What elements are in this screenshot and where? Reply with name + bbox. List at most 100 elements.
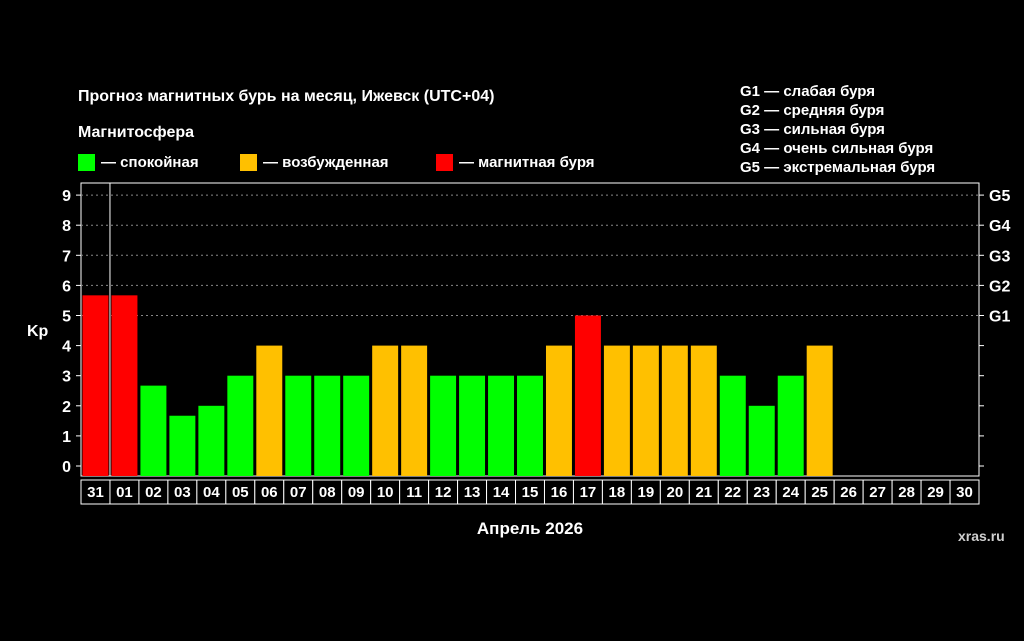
magnetosphere-label: Магнитосфера bbox=[78, 124, 195, 141]
watermark: xras.ru bbox=[958, 528, 1005, 544]
x-axis-label: Апрель 2026 bbox=[477, 519, 583, 538]
x-tick-label: 18 bbox=[609, 484, 626, 501]
y-tick-label: 1 bbox=[62, 429, 71, 446]
bar-05 bbox=[227, 375, 254, 476]
date-cell bbox=[399, 479, 430, 505]
x-tick-label: 29 bbox=[927, 484, 944, 501]
bar-09 bbox=[343, 375, 370, 476]
bar-31 bbox=[82, 295, 109, 476]
x-tick-label: 22 bbox=[724, 484, 741, 501]
x-tick-label: 01 bbox=[116, 484, 133, 501]
x-tick-label: 08 bbox=[319, 484, 336, 501]
x-tick-label: 19 bbox=[638, 484, 655, 501]
y-tick-label: 2 bbox=[62, 399, 71, 416]
legend-storm: — магнитная буря bbox=[436, 154, 595, 171]
x-tick-label: 25 bbox=[811, 484, 828, 501]
date-cell bbox=[457, 479, 488, 505]
x-tick-label: 10 bbox=[377, 484, 394, 501]
x-tick-label: 06 bbox=[261, 484, 278, 501]
g-key-g5: G5 — экстремальная буря bbox=[740, 159, 936, 176]
legend-quiet: — спокойная bbox=[78, 154, 199, 171]
y-tick-label: 3 bbox=[62, 369, 71, 386]
date-cell bbox=[891, 479, 922, 505]
date-cell bbox=[804, 479, 835, 505]
bar-11 bbox=[401, 345, 428, 476]
date-cell bbox=[486, 479, 517, 505]
date-cell bbox=[341, 479, 372, 505]
bar-04 bbox=[198, 405, 225, 476]
bar-07 bbox=[285, 375, 312, 476]
x-tick-label: 30 bbox=[956, 484, 973, 501]
g-level-label: G3 bbox=[989, 248, 1010, 265]
x-tick-label: 17 bbox=[580, 484, 597, 501]
bar-25 bbox=[806, 345, 833, 476]
legend-active-swatch bbox=[240, 154, 257, 171]
date-cell bbox=[833, 479, 864, 505]
date-cell bbox=[428, 479, 459, 505]
g-level-label: G4 bbox=[989, 218, 1010, 235]
bar-23 bbox=[748, 405, 775, 476]
bar-01 bbox=[111, 295, 138, 476]
bar-18 bbox=[603, 345, 630, 476]
x-tick-label: 28 bbox=[898, 484, 915, 501]
x-tick-label: 24 bbox=[782, 484, 799, 501]
bar-17 bbox=[574, 315, 601, 476]
x-tick-label: 05 bbox=[232, 484, 249, 501]
y-tick-label: 0 bbox=[62, 459, 71, 476]
x-tick-label: 12 bbox=[435, 484, 452, 501]
bar-21 bbox=[690, 345, 717, 476]
y-tick-label: 9 bbox=[62, 188, 71, 205]
date-cell bbox=[659, 479, 690, 505]
bar-03 bbox=[169, 415, 196, 476]
bar-08 bbox=[314, 375, 341, 476]
date-cell bbox=[225, 479, 256, 505]
x-tick-label: 31 bbox=[87, 484, 104, 501]
legend-quiet-swatch bbox=[78, 154, 95, 171]
date-cell bbox=[601, 479, 632, 505]
date-cell bbox=[630, 479, 661, 505]
x-tick-label: 20 bbox=[666, 484, 683, 501]
legend-quiet-label: — спокойная bbox=[101, 154, 199, 171]
x-tick-label: 09 bbox=[348, 484, 365, 501]
bar-22 bbox=[719, 375, 746, 476]
date-cell bbox=[949, 479, 980, 505]
g-level-label: G5 bbox=[989, 188, 1010, 205]
bar-12 bbox=[430, 375, 457, 476]
g-level-label: G1 bbox=[989, 309, 1010, 326]
date-cell bbox=[167, 479, 198, 505]
legend-storm-swatch bbox=[436, 154, 453, 171]
bar-06 bbox=[256, 345, 283, 476]
y-tick-label: 6 bbox=[62, 278, 71, 295]
bar-20 bbox=[661, 345, 688, 476]
g-key-g1: G1 — слабая буря bbox=[740, 83, 876, 100]
g-level-label: G2 bbox=[989, 278, 1010, 295]
legend-storm-label: — магнитная буря bbox=[459, 154, 595, 171]
g-key-g4: G4 — очень сильная буря bbox=[740, 140, 934, 157]
g-key-g2: G2 — средняя буря bbox=[740, 102, 885, 119]
x-tick-label: 02 bbox=[145, 484, 162, 501]
y-tick-label: 8 bbox=[62, 218, 71, 235]
x-tick-label: 11 bbox=[406, 484, 422, 501]
x-tick-label: 07 bbox=[290, 484, 307, 501]
x-tick-label: 14 bbox=[493, 484, 510, 501]
date-cell bbox=[370, 479, 401, 505]
x-tick-label: 13 bbox=[464, 484, 481, 501]
y-tick-label: 7 bbox=[62, 248, 71, 265]
x-tick-label: 21 bbox=[695, 484, 712, 501]
date-cell bbox=[254, 479, 285, 505]
date-cell bbox=[543, 479, 574, 505]
chart-title: Прогноз магнитных бурь на месяц, Ижевск … bbox=[78, 88, 495, 105]
x-tick-label: 15 bbox=[522, 484, 539, 501]
bar-15 bbox=[517, 375, 543, 476]
date-cell bbox=[312, 479, 343, 505]
bar-13 bbox=[459, 375, 486, 476]
x-tick-label: 03 bbox=[174, 484, 191, 501]
bar-16 bbox=[545, 345, 572, 476]
legend-active-label: — возбужденная bbox=[263, 154, 389, 171]
y-tick-label: 4 bbox=[62, 339, 71, 356]
x-tick-label: 04 bbox=[203, 484, 220, 501]
bar-14 bbox=[488, 375, 515, 476]
x-tick-label: 27 bbox=[869, 484, 886, 501]
x-tick-label: 26 bbox=[840, 484, 857, 501]
